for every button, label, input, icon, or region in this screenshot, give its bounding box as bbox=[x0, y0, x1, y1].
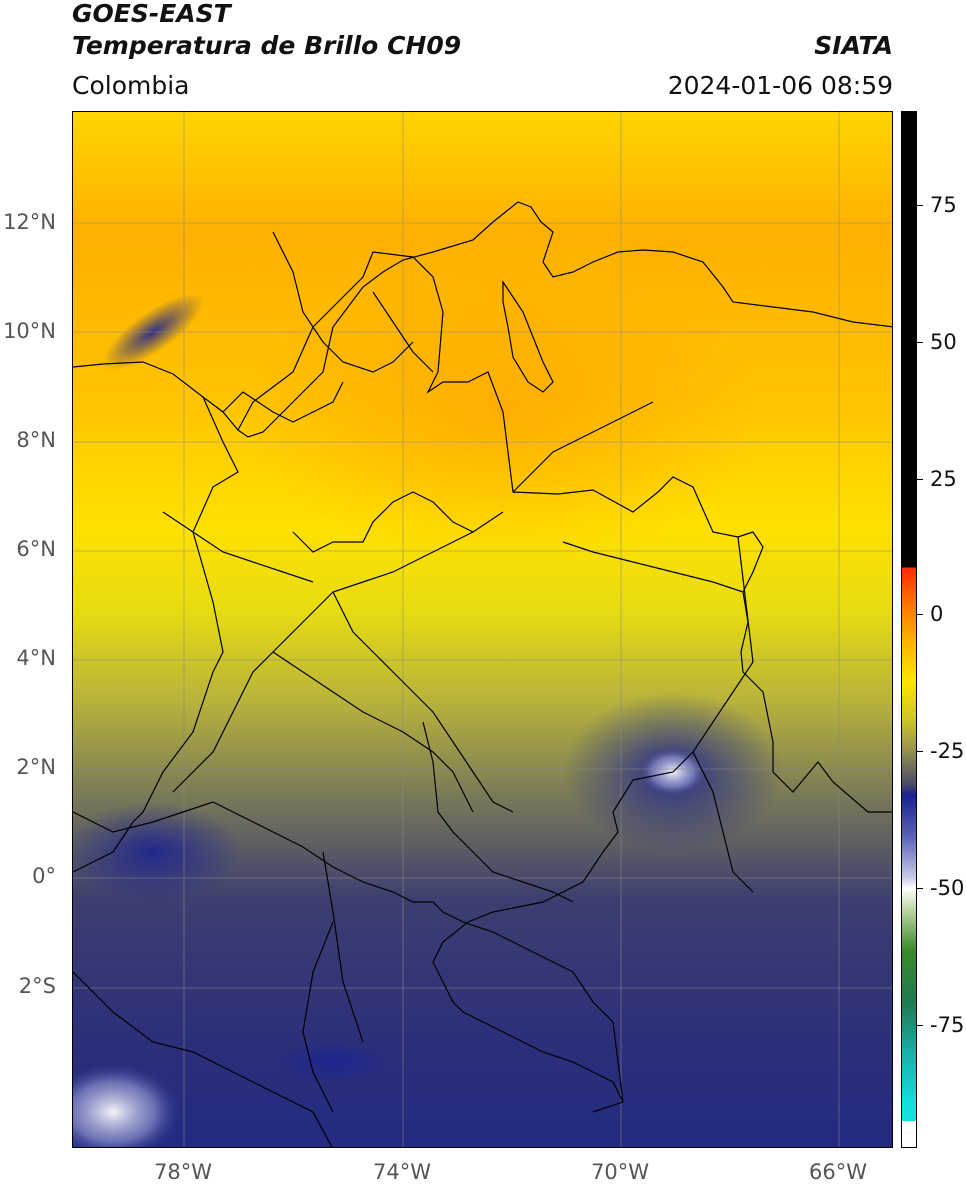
colorbar-tick bbox=[917, 751, 923, 752]
lon-label: 74°W bbox=[373, 1160, 431, 1184]
lat-label: 10°N bbox=[3, 319, 56, 343]
colorbar-label: -25 bbox=[930, 739, 965, 763]
cold-cloud bbox=[73, 802, 243, 902]
colorbar-label: 25 bbox=[930, 467, 957, 491]
colorbar-tick bbox=[917, 1025, 923, 1026]
lon-label: 78°W bbox=[154, 1160, 212, 1184]
satellite-map[interactable] bbox=[72, 111, 893, 1148]
colorbar-tick bbox=[917, 205, 923, 206]
coastlines-borders bbox=[73, 201, 892, 1147]
map-title-satellite: GOES-EAST bbox=[72, 0, 231, 28]
colorbar-tick bbox=[917, 479, 923, 480]
lat-label: 12°N bbox=[3, 210, 56, 234]
cold-cloud bbox=[273, 1042, 393, 1082]
map-title-product: Temperatura de Brillo CH09 bbox=[72, 31, 462, 60]
lat-label: 2°S bbox=[18, 974, 56, 998]
colorbar-label: 75 bbox=[930, 193, 957, 217]
colorbar-label: 0 bbox=[930, 602, 944, 626]
lat-label: 6°N bbox=[16, 537, 56, 561]
colorbar-tick bbox=[917, 342, 923, 343]
lat-label: 2°N bbox=[16, 755, 56, 779]
cold-cloud bbox=[73, 1062, 183, 1147]
lat-label: 4°N bbox=[16, 646, 56, 670]
lat-label: 8°N bbox=[16, 428, 56, 452]
lat-label: 0° bbox=[32, 864, 56, 888]
brand-label: SIATA bbox=[814, 31, 893, 60]
map-overlay bbox=[73, 112, 892, 1147]
colorbar bbox=[901, 111, 917, 1148]
colorbar-label: -50 bbox=[930, 876, 965, 900]
region-label: Colombia bbox=[72, 71, 190, 100]
timestamp-label: 2024-01-06 08:59 bbox=[667, 71, 893, 100]
colorbar-label: -75 bbox=[930, 1013, 965, 1037]
colorbar-tick bbox=[917, 888, 923, 889]
graticule bbox=[73, 112, 892, 1147]
lon-label: 70°W bbox=[591, 1160, 649, 1184]
colorbar-label: 50 bbox=[930, 330, 957, 354]
lon-label: 66°W bbox=[809, 1160, 867, 1184]
colorbar-tick bbox=[917, 614, 923, 615]
